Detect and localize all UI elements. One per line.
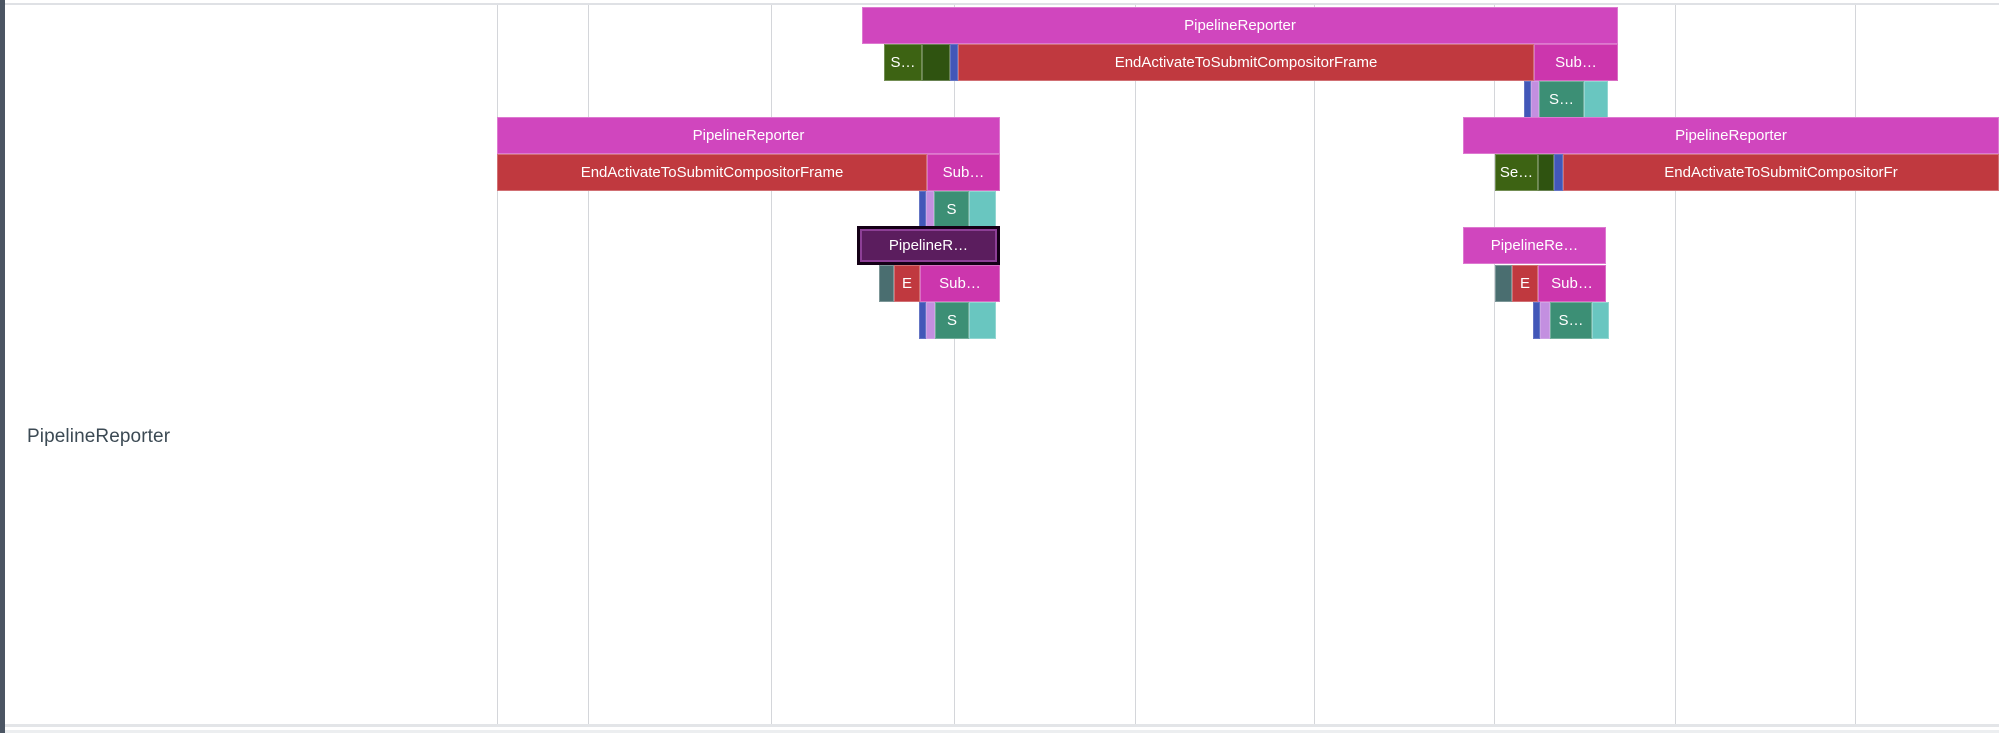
slice-unlabeled[interactable] [1533, 302, 1540, 339]
slice-unlabeled[interactable] [922, 44, 950, 81]
slice-endactivatetosubmitcompositorfr[interactable]: EndActivateToSubmitCompositorFr [1563, 154, 1999, 191]
slice-label: EndActivateToSubmitCompositorFrame [1114, 55, 1378, 70]
slice-unlabeled[interactable] [1554, 154, 1563, 191]
slice-sub[interactable]: Sub… [1538, 265, 1606, 302]
slice-label: PipelineReporter [692, 128, 805, 143]
slice-label: PipelineR… [888, 238, 969, 253]
slice-pipelinereporter[interactable]: PipelineReporter [497, 117, 1000, 154]
slice-e[interactable]: E [1512, 265, 1538, 302]
gridline-5 [1314, 5, 1315, 725]
gridline-7 [1675, 5, 1676, 725]
slice-label: EndActivateToSubmitCompositorFrame [580, 165, 844, 180]
slice-unlabeled[interactable] [969, 191, 996, 228]
slice-label: S [946, 313, 957, 328]
slice-sub[interactable]: Sub… [1534, 44, 1618, 81]
slice-label: E [901, 276, 912, 291]
slice-label: Sub… [939, 276, 981, 291]
top-divider [0, 3, 1999, 5]
slice-label: PipelineReporter [1675, 128, 1787, 143]
slice-unlabeled[interactable] [926, 191, 934, 228]
slice-pipelinereporter[interactable]: PipelineReporter [862, 7, 1618, 44]
slice-label: Se… [1499, 165, 1534, 180]
gridline-6 [1494, 5, 1495, 725]
bottom-divider-secondary [0, 730, 1999, 733]
slice-sub[interactable]: Sub… [920, 265, 1000, 302]
slice-label: S [946, 202, 957, 217]
slice-label: PipelineRe… [1490, 238, 1579, 253]
slice-s[interactable]: S… [1550, 302, 1592, 339]
slice-label: S… [890, 55, 916, 70]
slice-label: Sub… [1551, 276, 1593, 291]
slice-unlabeled[interactable] [926, 302, 935, 339]
track-left-border [0, 0, 5, 733]
slice-pipeliner[interactable]: PipelineR… [857, 226, 1000, 265]
slice-e[interactable]: E [894, 265, 920, 302]
slice-s[interactable]: S… [1539, 81, 1584, 118]
slice-unlabeled[interactable] [950, 44, 958, 81]
slice-endactivatetosubmitcompositorframe[interactable]: EndActivateToSubmitCompositorFrame [497, 154, 927, 191]
track-label: PipelineReporter [27, 426, 171, 447]
slice-pipelinere[interactable]: PipelineRe… [1463, 227, 1606, 264]
slice-se[interactable]: Se… [1495, 154, 1538, 191]
slice-label: E [1519, 276, 1530, 291]
slice-unlabeled[interactable] [1584, 81, 1608, 118]
slice-s[interactable]: S [935, 302, 969, 339]
slice-s[interactable]: S… [884, 44, 922, 81]
slice-unlabeled[interactable] [969, 302, 996, 339]
bottom-divider [0, 724, 1999, 727]
slice-label: PipelineReporter [1184, 18, 1296, 33]
slice-unlabeled[interactable] [1538, 154, 1554, 191]
slice-label: S… [1558, 313, 1584, 328]
slice-unlabeled[interactable] [1495, 265, 1512, 302]
gridline-3 [954, 5, 955, 725]
slice-unlabeled[interactable] [919, 302, 926, 339]
gridline-1 [588, 5, 589, 725]
slice-label: EndActivateToSubmitCompositorFr [1664, 165, 1898, 180]
gridline-2 [771, 5, 772, 725]
slice-label: Sub… [942, 165, 985, 180]
slice-unlabeled[interactable] [1524, 81, 1531, 118]
slice-pipelinereporter[interactable]: PipelineReporter [1463, 117, 1999, 154]
slice-unlabeled[interactable] [1531, 81, 1539, 118]
gridline-0 [497, 5, 498, 725]
gridline-4 [1135, 5, 1136, 725]
slice-sub[interactable]: Sub… [927, 154, 1000, 191]
slice-endactivatetosubmitcompositorframe[interactable]: EndActivateToSubmitCompositorFrame [958, 44, 1534, 81]
slice-unlabeled[interactable] [919, 191, 926, 228]
slice-label: S… [1548, 92, 1574, 107]
slice-unlabeled[interactable] [1592, 302, 1609, 339]
slice-unlabeled[interactable] [879, 265, 894, 302]
slice-s[interactable]: S [934, 191, 969, 228]
slice-unlabeled[interactable] [1540, 302, 1550, 339]
slice-label: Sub… [1555, 55, 1597, 70]
gridline-8 [1855, 5, 1856, 725]
